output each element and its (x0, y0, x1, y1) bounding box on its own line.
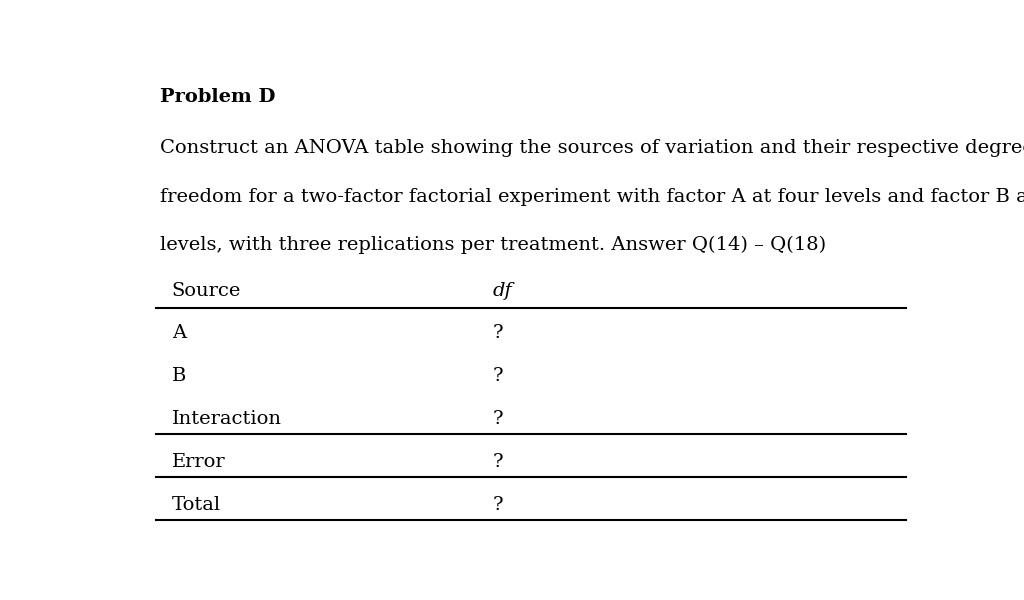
Text: A: A (172, 324, 185, 342)
Text: df: df (494, 282, 513, 300)
Text: freedom for a two-factor factorial experiment with factor A at four levels and f: freedom for a two-factor factorial exper… (160, 187, 1024, 205)
Text: Problem D: Problem D (160, 88, 275, 106)
Text: ?: ? (494, 367, 504, 385)
Text: Interaction: Interaction (172, 410, 282, 428)
Text: Construct an ANOVA table showing the sources of variation and their respective d: Construct an ANOVA table showing the sou… (160, 139, 1024, 157)
Text: levels, with three replications per treatment. Answer Q(14) – Q(18): levels, with three replications per trea… (160, 236, 826, 254)
Text: ?: ? (494, 324, 504, 342)
Text: B: B (172, 367, 186, 385)
Text: Error: Error (172, 452, 225, 470)
Text: Total: Total (172, 496, 221, 514)
Text: ?: ? (494, 496, 504, 514)
Text: ?: ? (494, 452, 504, 470)
Text: Source: Source (172, 282, 241, 300)
Text: ?: ? (494, 410, 504, 428)
